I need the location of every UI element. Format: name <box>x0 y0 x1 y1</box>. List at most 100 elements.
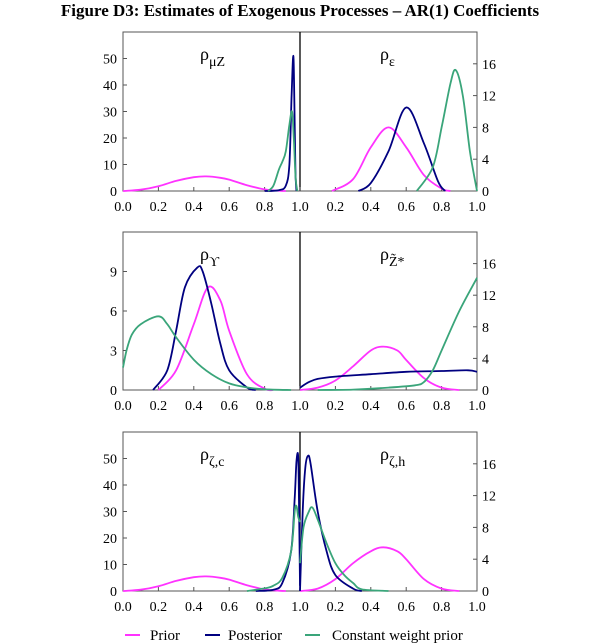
panel-row-2: 0 3 6 9 0 4 8 12 16 0.0 0.2 0.4 0.6 0.8 1.0 0.2 0.4 0.6 0.… <box>110 231 496 414</box>
prior-curve <box>157 285 274 392</box>
left-x-tick-label: 0.8 <box>256 600 274 615</box>
panel-4: ρZ̃* <box>299 244 478 391</box>
panel-subscript: ζ,c <box>209 455 225 470</box>
left-y-tick-label: 30 <box>103 106 117 121</box>
prior-curve <box>299 345 460 391</box>
right-x-tick-label: 0.4 <box>362 399 380 414</box>
left-y-tick-label: 30 <box>103 506 117 521</box>
right-x-tick-label: 0.6 <box>397 200 415 215</box>
posterior-curve <box>299 369 478 389</box>
left-x-tick-label: 0.2 <box>150 600 168 615</box>
panel-subscript: μZ <box>209 55 225 70</box>
left-x-tick-label: 0.8 <box>256 200 274 215</box>
posterior-curve <box>299 454 363 592</box>
panel-subscript: Z̃* <box>389 253 405 270</box>
left-y-tick-label: 50 <box>103 53 117 68</box>
left-x-tick-label: 0.0 <box>114 600 132 615</box>
left-y-tick-label: 10 <box>103 159 117 174</box>
right-y-tick-label: 8 <box>482 321 489 336</box>
prior-curve <box>122 575 286 592</box>
left-x-tick-label: 1.0 <box>291 200 309 215</box>
panel-row-1: 0 10 20 30 40 50 0 4 8 12 16 0.0 0.2 0.4 0.6 0.8 1.0 0.2 0… <box>103 31 496 215</box>
left-y-tick-label: 40 <box>103 79 117 94</box>
panel-3: ρϒ <box>122 244 292 392</box>
left-y-tick-label: 6 <box>110 305 117 320</box>
right-x-tick-label: 0.4 <box>362 200 380 215</box>
panel-subscript: ζ,h <box>389 455 405 470</box>
legend-label-cwp: Constant weight prior <box>332 628 463 644</box>
right-x-tick-label: 0.8 <box>433 399 451 414</box>
cwp-curve <box>246 504 301 592</box>
right-x-tick-label: 1.0 <box>468 399 486 414</box>
right-x-tick-label: 1.0 <box>468 200 486 215</box>
prior-curve <box>122 175 286 192</box>
right-y-tick-label: 8 <box>482 121 489 136</box>
prior-curve <box>299 546 460 592</box>
right-x-tick-label: 0.8 <box>433 200 451 215</box>
figure-title: Figure D3: Estimates of Exogenous Proces… <box>60 1 540 20</box>
legend: Prior Posterior Constant weight prior <box>125 628 463 644</box>
right-y-tick-label: 4 <box>482 352 489 367</box>
left-y-tick-label: 3 <box>110 345 117 360</box>
cwp-curve <box>267 110 299 192</box>
left-y-tick-label: 10 <box>103 559 117 574</box>
left-y-tick-label: 0 <box>110 384 117 399</box>
posterior-curve <box>255 452 301 592</box>
left-x-tick-label: 1.0 <box>291 399 309 414</box>
panel-subscript: ϒ <box>209 255 220 270</box>
right-x-tick-label: 0.2 <box>327 200 345 215</box>
right-x-tick-label: 0.4 <box>362 600 380 615</box>
panel-5: ρζ,c <box>122 444 301 592</box>
legend-label-posterior: Posterior <box>228 628 282 644</box>
right-y-tick-label: 12 <box>482 289 496 304</box>
right-y-tick-label: 12 <box>482 490 496 505</box>
left-x-tick-label: 0.4 <box>185 399 203 414</box>
left-x-tick-label: 0.0 <box>114 399 132 414</box>
left-x-tick-label: 0.0 <box>114 200 132 215</box>
left-y-tick-label: 0 <box>110 185 117 200</box>
rho-symbol: ρ <box>380 244 389 264</box>
left-y-tick-label: 50 <box>103 453 117 468</box>
left-x-tick-label: 0.6 <box>220 200 238 215</box>
panel-label: ρμZ <box>200 44 225 70</box>
left-x-tick-label: 0.6 <box>220 399 238 414</box>
right-y-tick-label: 16 <box>482 258 496 273</box>
panel-label: ρε <box>380 44 395 70</box>
rho-symbol: ρ <box>200 44 209 64</box>
left-y-tick-label: 20 <box>103 532 117 547</box>
panel-label: ρζ,h <box>380 444 405 470</box>
left-x-tick-label: 0.8 <box>256 399 274 414</box>
rho-symbol: ρ <box>380 444 389 464</box>
posterior-curve <box>152 265 257 391</box>
right-y-tick-label: 16 <box>482 458 496 473</box>
left-y-tick-label: 9 <box>110 266 117 281</box>
panel-1: ρμZ <box>122 44 299 192</box>
left-x-tick-label: 0.2 <box>150 399 168 414</box>
right-y-tick-label: 8 <box>482 521 489 536</box>
left-x-tick-label: 0.2 <box>150 200 168 215</box>
right-x-tick-label: 0.8 <box>433 600 451 615</box>
legend-label-prior: Prior <box>150 628 180 644</box>
left-x-tick-label: 0.4 <box>185 200 203 215</box>
cwp-curve <box>416 68 478 192</box>
cwp-curve <box>317 277 478 391</box>
rho-symbol: ρ <box>380 44 389 64</box>
right-x-tick-label: 0.2 <box>327 399 345 414</box>
cwp-curve <box>299 506 389 592</box>
right-y-tick-label: 0 <box>482 585 489 600</box>
posterior-curve <box>264 54 298 192</box>
cwp-curve <box>122 315 292 391</box>
right-y-tick-label: 12 <box>482 90 496 105</box>
right-x-tick-label: 0.6 <box>397 399 415 414</box>
panel-label: ρZ̃* <box>380 244 405 270</box>
right-x-tick-label: 0.6 <box>397 600 415 615</box>
left-x-tick-label: 0.4 <box>185 600 203 615</box>
right-x-tick-label: 0.2 <box>327 600 345 615</box>
posterior-curve <box>357 106 446 192</box>
rho-symbol: ρ <box>200 444 209 464</box>
right-y-tick-label: 4 <box>482 553 489 568</box>
right-x-tick-label: 1.0 <box>468 600 486 615</box>
right-y-tick-label: 0 <box>482 185 489 200</box>
panel-2: ρε <box>331 44 478 192</box>
panel-6: ρζ,h <box>299 444 460 592</box>
